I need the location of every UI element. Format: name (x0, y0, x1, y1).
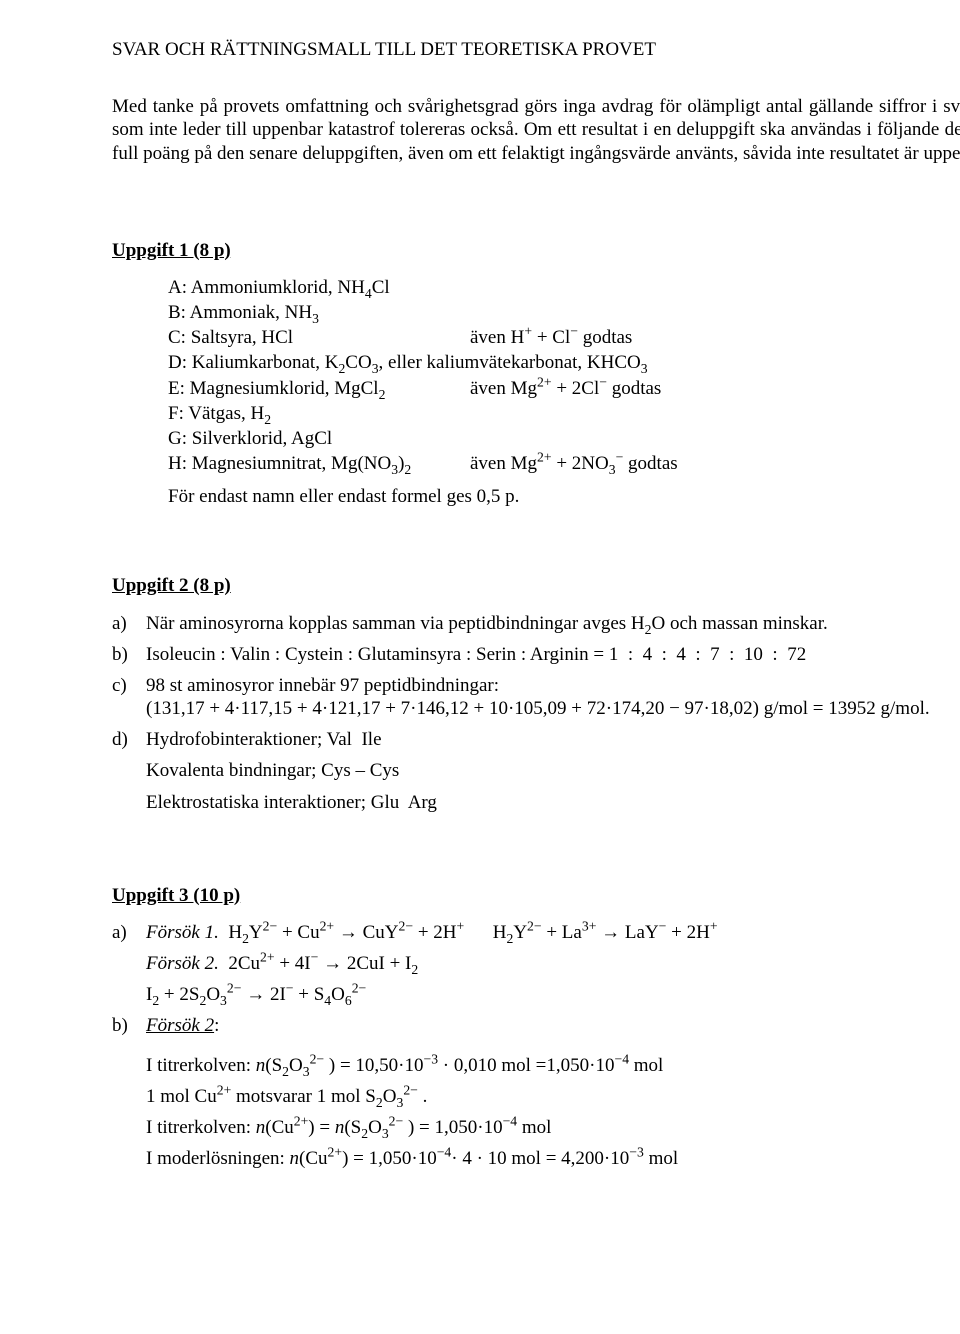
u1-row: A: Ammoniumklorid, NH4Cl1p (168, 276, 960, 299)
u3b-row: I titrerkolven: n(S2O32− ) = 10,50·10−3 … (112, 1054, 960, 1077)
u2-text: 98 st aminosyror innebär 97 peptidbindni… (146, 674, 960, 720)
u3a-text: Försök 1. H2Y2− + Cu2+ → CuY2− + 2H+ H2Y… (146, 921, 960, 944)
u2-label: b) (112, 643, 146, 666)
uppgift1-body: A: Ammoniumklorid, NH4Cl1pB: Ammoniak, N… (112, 276, 960, 475)
u2-row: Kovalenta bindningar; Cys – Cys1p (112, 759, 960, 782)
u2-label: a) (112, 612, 146, 635)
u1-row: E: Magnesiumklorid, MgCl2även Mg2+ + 2Cl… (168, 377, 960, 400)
u1-row: H: Magnesiumnitrat, Mg(NO3)2även Mg2+ + … (168, 452, 960, 475)
u3a-text: Försök 2. 2Cu2+ + 4I− → 2CuI + I2 (146, 952, 960, 975)
uppgift1-note: För endast namn eller endast formel ges … (112, 485, 960, 508)
doc-title: SVAR OCH RÄTTNINGSMALL TILL DET TEORETIS… (112, 38, 656, 61)
u1-cell-1: A: Ammoniumklorid, NH4Cl (168, 276, 470, 299)
u3b-text: I titrerkolven: n(S2O32− ) = 10,50·10−3 … (146, 1054, 960, 1077)
u3b-head: Försök 2: (146, 1014, 960, 1037)
u1-cell-1: E: Magnesiumklorid, MgCl2 (168, 377, 470, 400)
u2-text: Hydrofobinteraktioner; Val Ile (146, 728, 960, 751)
u2-row: d)Hydrofobinteraktioner; Val Ile1p (112, 728, 960, 751)
u2-label: c) (112, 674, 146, 697)
u2-label: d) (112, 728, 146, 751)
u1-row: B: Ammoniak, NH31p (168, 301, 960, 324)
u2-row: c)98 st aminosyror innebär 97 peptidbind… (112, 674, 960, 720)
u2-row: a)När aminosyrorna kopplas samman via pe… (112, 612, 960, 635)
u3b-head-row: b)Försök 2: (112, 1014, 960, 1037)
uppgift1-title: Uppgift 1 (8 p) (112, 239, 960, 262)
u3a-row: a)Försök 1. H2Y2− + Cu2+ → CuY2− + 2H+ H… (112, 921, 960, 944)
u1-cell-2: även Mg2+ + 2NO3− godtas (470, 452, 960, 475)
u3b-text: I titrerkolven: n(Cu2+) = n(S2O32− ) = 1… (146, 1116, 960, 1139)
u3a-text: I2 + 2S2O32− → 2I− + S4O62− (146, 983, 960, 1006)
u2-text: Isoleucin : Valin : Cystein : Glutaminsy… (146, 643, 960, 666)
u1-cell-1: B: Ammoniak, NH3 (168, 301, 470, 324)
u1-cell-1: F: Vätgas, H2 (168, 402, 470, 425)
u3a-label: a) (112, 921, 146, 944)
u1-cell-2: även Mg2+ + 2Cl− godtas (470, 377, 960, 400)
u3b-label: b) (112, 1014, 146, 1037)
uppgift2-title: Uppgift 2 (8 p) (112, 574, 960, 597)
u3a-row: Försök 2. 2Cu2+ + 4I− → 2CuI + I21p (112, 952, 960, 975)
u1-cell: D: Kaliumkarbonat, K2CO3, eller kaliumvä… (168, 351, 960, 374)
u1-row: C: Saltsyra, HCläven H+ + Cl− godtas1p (168, 326, 960, 349)
u1-cell-1: G: Silverklorid, AgCl (168, 427, 470, 450)
u2-text: Elektrostatiska interaktioner; Glu Arg (146, 791, 960, 814)
u2-row: Elektrostatiska interaktioner; Glu Arg1p (112, 791, 960, 814)
u2-text: Kovalenta bindningar; Cys – Cys (146, 759, 960, 782)
u3b-row: 1 mol Cu2+ motsvarar 1 mol S2O32− . (112, 1085, 960, 1108)
uppgift3-title: Uppgift 3 (10 p) (112, 884, 960, 907)
uppgift2-body: a)När aminosyrorna kopplas samman via pe… (112, 612, 960, 814)
u3b-last-row: I moderlösningen: n(Cu2+) = 1,050·10−4· … (112, 1147, 960, 1170)
uppgift3-body: a)Försök 1. H2Y2− + Cu2+ → CuY2− + 2H+ H… (112, 921, 960, 1170)
u1-row: D: Kaliumkarbonat, K2CO3, eller kaliumvä… (168, 351, 960, 374)
u1-cell-1: C: Saltsyra, HCl (168, 326, 470, 349)
u3a-row: I2 + 2S2O32− → 2I− + S4O62−1p (112, 983, 960, 1006)
u2-text: När aminosyrorna kopplas samman via pept… (146, 612, 960, 635)
u3b-row: I titrerkolven: n(Cu2+) = n(S2O32− ) = 1… (112, 1116, 960, 1139)
u3b-last-text: I moderlösningen: n(Cu2+) = 1,050·10−4· … (146, 1147, 960, 1170)
u1-cell-2: även H+ + Cl− godtas (470, 326, 960, 349)
intro-paragraph: Med tanke på provets omfattning och svår… (112, 95, 960, 165)
u1-row: F: Vätgas, H21p (168, 402, 960, 425)
u1-cell-1: H: Magnesiumnitrat, Mg(NO3)2 (168, 452, 470, 475)
header-row: SVAR OCH RÄTTNINGSMALL TILL DET TEORETIS… (112, 38, 960, 61)
u1-row: G: Silverklorid, AgCl1p (168, 427, 960, 450)
u3b-text: 1 mol Cu2+ motsvarar 1 mol S2O32− . (146, 1085, 960, 1108)
u2-row: b)Isoleucin : Valin : Cystein : Glutamin… (112, 643, 960, 666)
